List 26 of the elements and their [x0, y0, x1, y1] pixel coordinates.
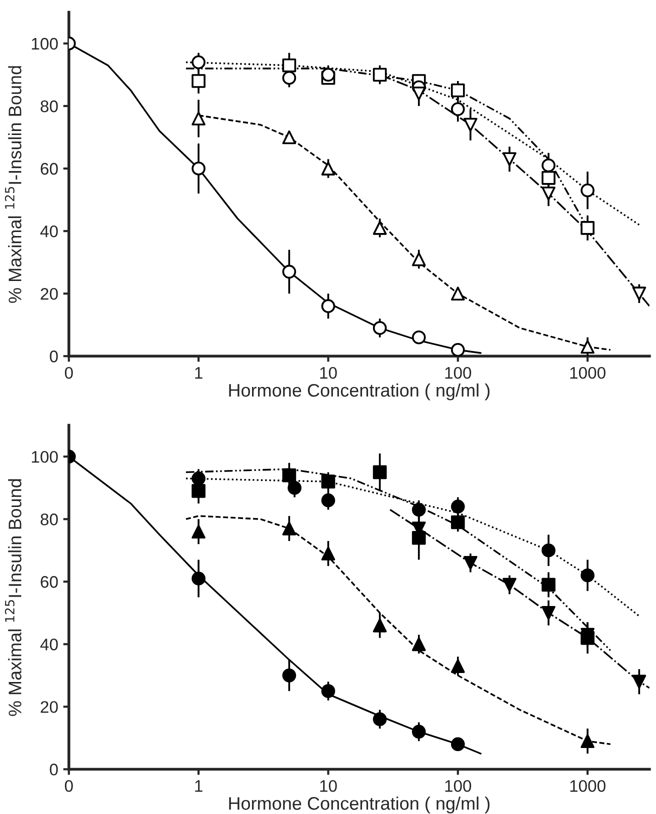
- x-tick-label: 1: [195, 367, 202, 379]
- x-tick-label: 10: [320, 780, 337, 792]
- x-tick-label: 1000: [570, 780, 606, 792]
- x-axis-title: Hormone Concentration ( ng/ml ): [229, 383, 490, 400]
- y-tick-label: 60: [40, 576, 58, 588]
- y-tick-label: 20: [40, 701, 58, 713]
- x-tick-label: 100: [445, 780, 472, 792]
- y-tick-label: 20: [40, 288, 58, 300]
- y-tick-label: 40: [40, 638, 58, 650]
- y-tick-label: 100: [32, 38, 58, 50]
- x-tick-label: 0: [64, 780, 73, 792]
- y-tick-label: 80: [40, 514, 58, 526]
- y-axis-title: % Maximal $^{125}$I-Insulin Bound: [4, 66, 22, 303]
- x-tick-label: 1000: [570, 366, 606, 379]
- x-axis-title: Hormone Concentration ( ng/ml ): [229, 796, 490, 814]
- x-tick-label: 0: [64, 366, 73, 379]
- x-tick-label: 10: [320, 366, 337, 379]
- y-tick-label: 100: [32, 450, 58, 463]
- x-tick-label: 1: [195, 780, 202, 792]
- y-tick-label: 80: [40, 100, 58, 112]
- y-tick-label: 40: [40, 225, 58, 238]
- x-tick-label: 100: [445, 366, 472, 379]
- y-tick-label: 0: [50, 350, 58, 362]
- y-tick-label: 0: [50, 764, 58, 776]
- y-tick-label: 60: [40, 162, 58, 175]
- y-axis-title: % Maximal $^{125}$I-Insulin Bound: [4, 479, 22, 716]
